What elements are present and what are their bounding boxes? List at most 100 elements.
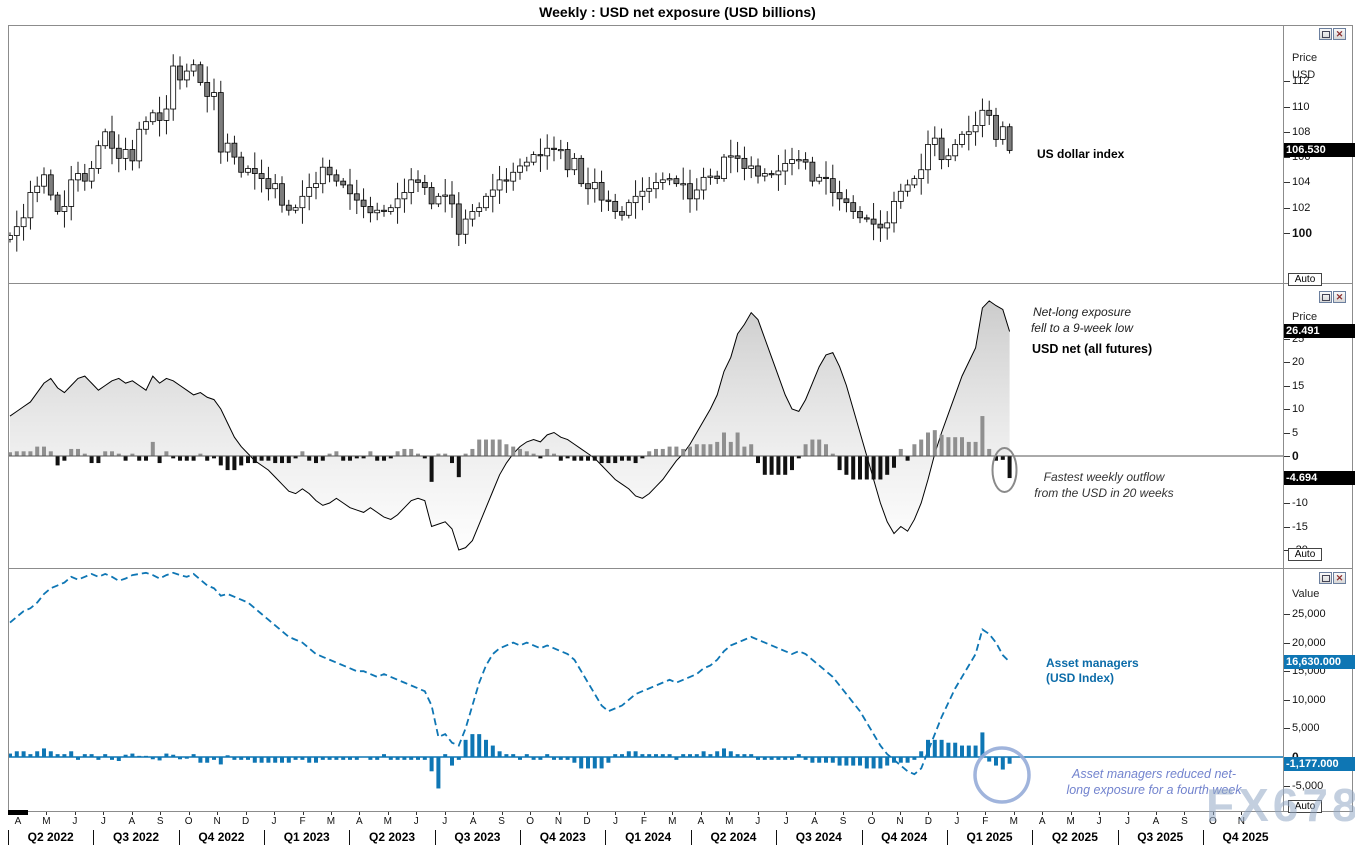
net-bar-negative (62, 456, 67, 461)
candle-body (88, 168, 95, 182)
net-bar-positive (660, 448, 665, 456)
auto-scale-button[interactable]: Auto (1288, 548, 1322, 561)
net-bar-negative (450, 456, 454, 464)
quarter-label: Q3 2022 (112, 830, 160, 844)
net-bar-positive (511, 446, 516, 456)
quarter-label: Q4 2023 (539, 830, 586, 844)
net-bar-positive (28, 451, 33, 456)
net-bar-positive (9, 452, 12, 456)
am-bar-positive (796, 754, 801, 757)
am-bar-negative (674, 757, 679, 760)
axis-tick-label: -10 (1292, 497, 1308, 509)
month-label: A (1152, 816, 1160, 827)
candle-body (455, 203, 462, 235)
axis-tick-label: 100 (1292, 226, 1313, 240)
month-label: J (1096, 816, 1102, 827)
net-bar-negative (286, 456, 291, 464)
am-bar-positive (654, 754, 658, 757)
am-circle-annotation (973, 746, 1031, 804)
net-bar-positive (817, 439, 822, 456)
net-bar-negative (205, 456, 210, 461)
auto-scale-button[interactable]: Auto (1288, 273, 1322, 286)
net-bar-negative (796, 456, 801, 459)
minimize-icon[interactable] (1319, 572, 1332, 584)
price-panel-plot[interactable] (9, 26, 1283, 282)
am-bar-positive (9, 753, 12, 757)
am-bar-negative (429, 757, 434, 772)
month-label: S (156, 816, 164, 827)
month-label: J (413, 816, 419, 827)
net-panel-plot[interactable] (9, 284, 1283, 567)
am-bar-negative (150, 757, 155, 760)
candle-body (802, 159, 809, 163)
am-bar-negative (871, 757, 876, 769)
net-bar-positive (504, 444, 509, 456)
net-bar-positive (701, 444, 706, 456)
candle-body (319, 166, 326, 185)
month-label: A (697, 816, 705, 827)
candle-body (211, 92, 217, 97)
net-bar-positive (667, 446, 672, 456)
quarter-label: Q2 2022 (27, 830, 74, 844)
quarter-label: Q3 2023 (454, 830, 501, 844)
net-bar-negative (266, 456, 271, 461)
candle-body (551, 147, 557, 150)
am-bar-negative (572, 757, 577, 763)
candle-body (625, 202, 632, 216)
quarter-separator (946, 830, 948, 845)
net-bar-positive (973, 441, 978, 456)
net-bar-negative (307, 456, 312, 461)
am-panel-plot[interactable] (9, 569, 1283, 811)
month-label: A (811, 816, 818, 827)
am-callout-line1: Asset managers reduced net- (1072, 767, 1236, 781)
am-bar-positive (490, 745, 495, 757)
month-tick (928, 812, 930, 815)
candle-body (714, 175, 721, 180)
am-bar-negative (898, 757, 903, 763)
net-bar-positive (82, 453, 87, 456)
net-bar-positive (688, 446, 692, 456)
month-tick (444, 812, 446, 815)
am-bar-positive (633, 751, 638, 757)
net-bar-negative (137, 456, 142, 461)
minimize-icon[interactable] (1319, 28, 1332, 40)
net-change-bars (9, 416, 1012, 482)
candle-body (367, 206, 374, 214)
month-tick (814, 812, 816, 815)
net-bar-negative (885, 456, 890, 475)
candle-body (272, 183, 279, 190)
am-bar-positive (960, 745, 964, 757)
net-bar-negative (361, 456, 366, 459)
am-bar-positive (701, 751, 706, 757)
net-bar-positive (116, 453, 121, 456)
net-bar-negative (762, 456, 767, 475)
auto-scale-button[interactable]: Auto (1288, 800, 1322, 813)
am-bar-positive (735, 754, 740, 757)
candle-body (952, 144, 959, 157)
close-icon[interactable]: ✕ (1333, 572, 1346, 584)
candle-body (870, 218, 877, 225)
net-bar-negative (994, 456, 998, 461)
close-icon[interactable]: ✕ (1333, 28, 1346, 40)
candle-body (415, 179, 421, 183)
month-tick (558, 812, 560, 815)
candle-body (748, 165, 755, 169)
am-bar-negative (905, 757, 910, 763)
net-bar-positive (477, 439, 482, 456)
current-value-tag: -4.694 (1284, 471, 1355, 486)
net-bar-negative (878, 456, 883, 480)
minimize-icon[interactable] (1319, 291, 1332, 303)
am-bar-negative (912, 757, 917, 760)
candle-body (517, 165, 523, 173)
am-bar-negative (178, 757, 182, 760)
close-icon[interactable]: ✕ (1333, 291, 1346, 303)
month-label: M (1009, 816, 1018, 827)
quarter-label: Q1 2023 (283, 830, 330, 844)
am-bar-negative (402, 757, 407, 760)
candle-body (489, 189, 496, 197)
am-bar-negative (422, 757, 427, 760)
month-tick (530, 812, 532, 815)
am-bar-negative (286, 757, 291, 763)
month-tick (46, 812, 48, 815)
net-bar-positive (545, 448, 550, 456)
